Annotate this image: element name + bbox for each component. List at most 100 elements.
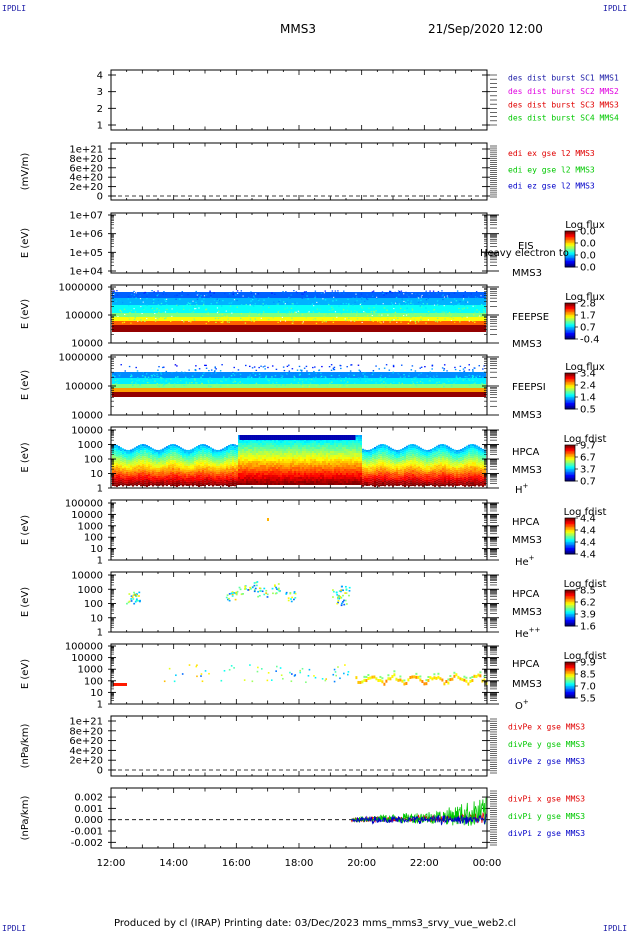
- spectrogram-pixel: [292, 481, 294, 483]
- spectrogram-pixel: [368, 479, 370, 482]
- spectrogram-pixel: [160, 463, 162, 466]
- spectrogram-pixel: [323, 316, 325, 318]
- spectrogram-pixel: [276, 441, 278, 443]
- spectrogram-pixel: [238, 473, 240, 475]
- spectrogram-pixel: [356, 455, 358, 457]
- spectrogram-pixel: [277, 321, 279, 324]
- spectrogram-pixel: [390, 372, 392, 375]
- spectrogram-pixel: [165, 380, 167, 382]
- spectrogram-pixel: [184, 477, 186, 480]
- spectrogram-pixel: [221, 364, 223, 366]
- spectrogram-pixel: [172, 482, 174, 485]
- spectrogram-pixel: [192, 456, 194, 459]
- spectrogram-pixel: [441, 290, 443, 292]
- spectrogram-pixel: [206, 453, 208, 456]
- spectrogram-pixel: [262, 445, 264, 447]
- spectrogram-pixel: [174, 460, 176, 463]
- spectrogram-pixel: [190, 477, 192, 480]
- spectrogram-pixel: [246, 471, 248, 473]
- spectrogram-pixel: [432, 290, 435, 292]
- spectrogram-pixel: [120, 473, 122, 476]
- spectrogram-pixel: [473, 314, 475, 316]
- spectrogram-pixel: [264, 365, 266, 367]
- spectrogram-pixel: [194, 449, 196, 452]
- spectrogram-pixel: [302, 449, 304, 451]
- spectrogram-pixel: [164, 475, 166, 478]
- spectrogram-pixel: [290, 447, 292, 449]
- spectrogram-pixel: [431, 296, 433, 298]
- spectrogram-pixel: [226, 482, 228, 485]
- spectrogram-pixel: [266, 471, 268, 473]
- spectrogram-pixel: [119, 309, 121, 311]
- spectrogram-pixel: [136, 454, 138, 457]
- spectrogram-pixel: [198, 456, 200, 459]
- spectrogram-pixel: [481, 316, 484, 318]
- spectrogram-pixel: [136, 476, 138, 479]
- spectrogram-pixel: [262, 303, 264, 305]
- spectrogram-pixel: [236, 290, 239, 292]
- spectrogram-pixel: [232, 450, 234, 453]
- spectrogram-pixel: [253, 305, 255, 307]
- spectrogram-pixel: [218, 313, 220, 316]
- spectrogram-pixel: [134, 455, 136, 458]
- spectrogram-pixel: [322, 483, 324, 485]
- spectrogram-pixel: [276, 471, 278, 473]
- spectrogram-pixel: [356, 459, 358, 461]
- spectrogram-pixel: [290, 479, 292, 481]
- spectrogram-pixel: [142, 468, 144, 471]
- spectrogram-pixel: [210, 296, 212, 299]
- spectrogram-pixel: [270, 469, 272, 471]
- spectrogram-pixel: [458, 303, 460, 305]
- spectrogram-gap: [418, 297, 420, 299]
- spectrogram-pixel: [355, 296, 358, 298]
- spectrogram-pixel: [260, 471, 262, 473]
- spectrogram-pixel: [230, 468, 232, 471]
- spectrogram-pixel: [474, 296, 477, 298]
- spectrogram-pixel: [214, 366, 217, 368]
- spectrogram-gap: [363, 311, 365, 313]
- spectrogram-pixel: [139, 295, 141, 297]
- spectrogram-pixel: [312, 477, 314, 479]
- colorbar-segment: [565, 255, 575, 257]
- spectrogram-pixel: [364, 473, 366, 476]
- spectrogram-pixel: [203, 298, 205, 300]
- spectrogram-pixel: [248, 477, 250, 479]
- spectrogram-pixel: [222, 321, 224, 323]
- spectrogram-pixel: [218, 455, 220, 458]
- spectrogram-pixel: [264, 368, 266, 370]
- spectrogram-pixel: [366, 465, 368, 468]
- spectrogram-pixel: [360, 441, 362, 443]
- spectrogram-pixel: [204, 458, 206, 461]
- spectrogram-pixel: [473, 298, 476, 300]
- spectrogram-gap: [405, 314, 408, 316]
- spectrogram-pixel: [260, 441, 262, 443]
- spectrogram-pixel: [314, 479, 316, 481]
- spectrogram-pixel: [270, 463, 272, 465]
- spectrogram-pixel: [431, 368, 433, 370]
- spectrogram-pixel: [173, 385, 175, 387]
- spectrogram-pixel: [334, 469, 336, 471]
- spectrogram-pixel: [224, 477, 226, 480]
- spectrogram-pixel: [272, 479, 274, 481]
- spectrogram-pixel: [130, 309, 133, 312]
- spectrogram-pixel: [156, 471, 158, 474]
- spectrogram-pixel: [212, 480, 214, 483]
- colorbar-segment: [565, 328, 575, 331]
- spectrogram-pixel: [298, 461, 300, 463]
- spectrogram-pixel: [190, 461, 192, 464]
- spectrogram-pixel: [423, 304, 425, 306]
- spectrogram-gap: [216, 312, 219, 314]
- spectrogram-pixel: [270, 481, 272, 483]
- spectrogram-pixel: [310, 447, 312, 449]
- spectrogram-pixel: [143, 318, 146, 320]
- spectrogram-pixel: [282, 445, 284, 447]
- spectrogram-pixel: [222, 466, 224, 469]
- spectrogram-pixel: [374, 484, 376, 487]
- spectrogram-pixel: [140, 484, 142, 487]
- spectrogram-pixel: [326, 463, 328, 465]
- spectrogram-pixel: [420, 306, 423, 308]
- spectrogram-pixel: [370, 479, 372, 482]
- spectrogram-pixel: [188, 477, 190, 480]
- spectrogram-pixel: [332, 451, 334, 453]
- spectrogram-pixel: [358, 461, 360, 463]
